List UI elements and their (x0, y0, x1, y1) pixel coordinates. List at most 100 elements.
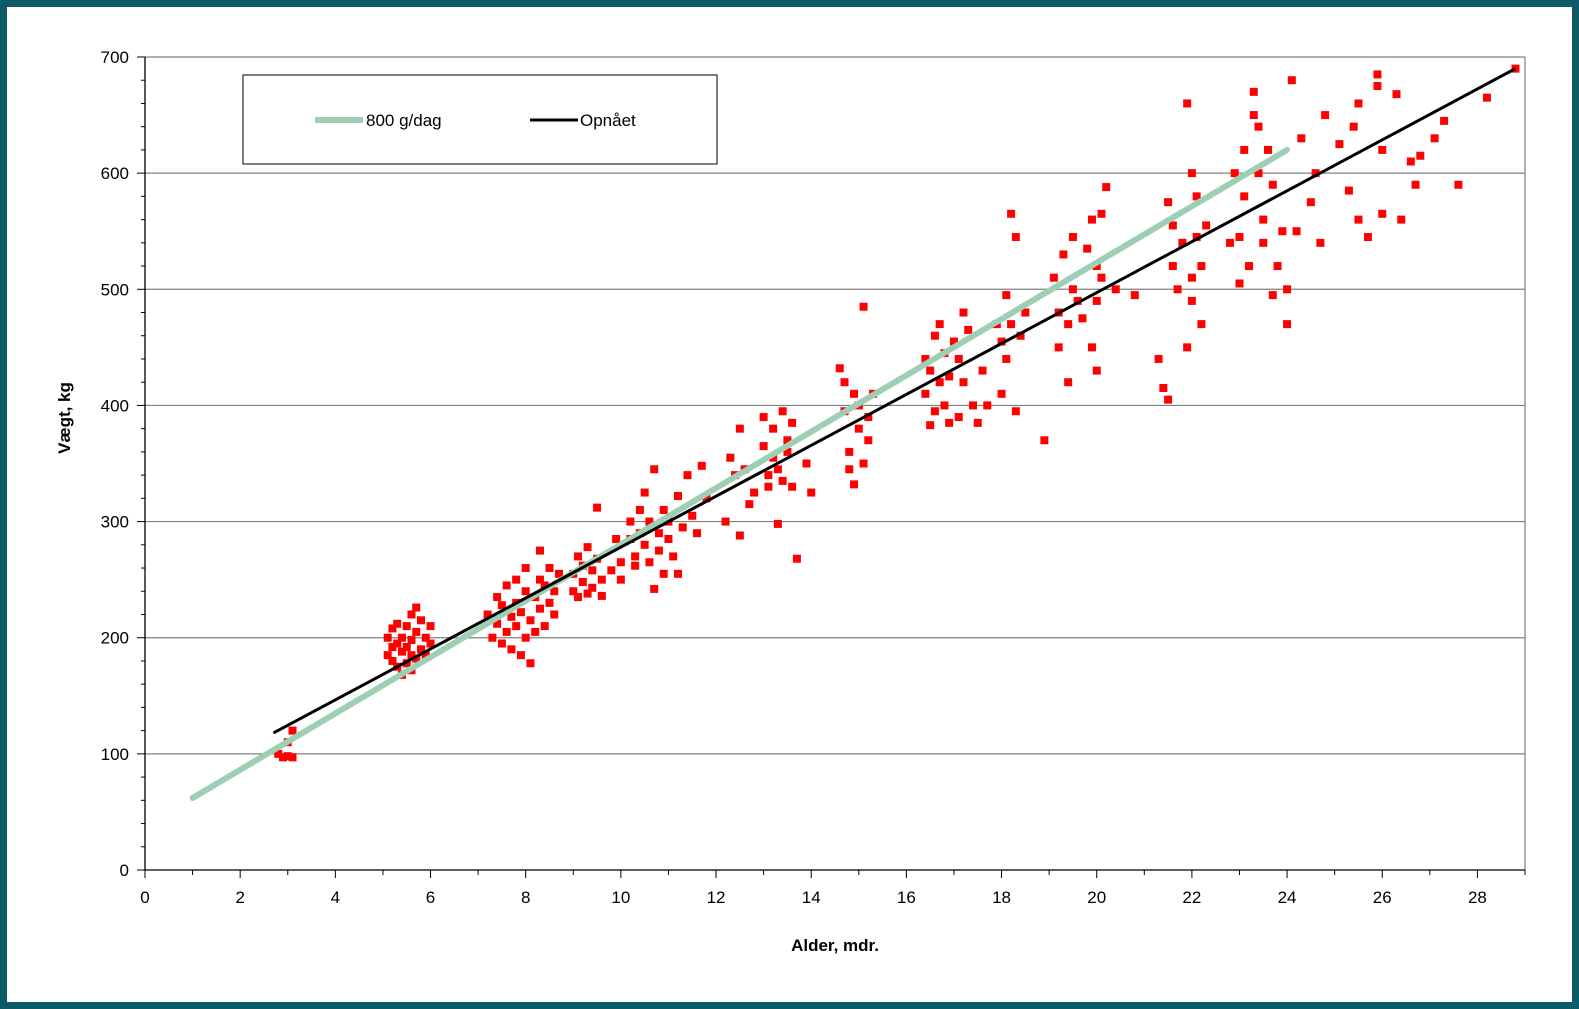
data-point (640, 488, 649, 497)
data-point (759, 413, 768, 422)
data-point (845, 447, 854, 456)
data-point (773, 519, 782, 528)
x-tick-label-18: 18 (992, 888, 1011, 907)
data-point (502, 627, 511, 636)
data-point (1164, 395, 1173, 404)
data-point (654, 529, 663, 538)
data-point (859, 459, 868, 468)
data-point (802, 459, 811, 468)
data-point (550, 610, 559, 619)
data-point (1354, 215, 1363, 224)
data-point (759, 442, 768, 451)
data-point (407, 636, 416, 645)
data-point (664, 534, 673, 543)
data-point (1482, 93, 1491, 102)
y-tick-label-500: 500 (101, 280, 129, 299)
data-point (402, 622, 411, 631)
data-point (959, 308, 968, 317)
data-point (1168, 262, 1177, 271)
data-point (1259, 215, 1268, 224)
data-point (626, 517, 635, 526)
data-point (412, 603, 421, 612)
data-point (502, 581, 511, 590)
data-point (783, 447, 792, 456)
data-point (512, 622, 521, 631)
x-tick-label-8: 8 (521, 888, 530, 907)
data-point (654, 546, 663, 555)
data-point (650, 465, 659, 474)
x-tick-label-16: 16 (897, 888, 916, 907)
data-point (845, 465, 854, 474)
data-point (1254, 169, 1263, 178)
data-point (1068, 233, 1077, 242)
data-point (1278, 227, 1287, 236)
data-point (773, 465, 782, 474)
data-point (854, 424, 863, 433)
data-point (1073, 296, 1082, 305)
data-point (1068, 285, 1077, 294)
data-point (840, 378, 849, 387)
data-point (1183, 99, 1192, 108)
data-point (516, 608, 525, 617)
data-point (612, 534, 621, 543)
data-point (1092, 296, 1101, 305)
data-point (750, 488, 759, 497)
data-point (283, 752, 292, 761)
data-point (1373, 70, 1382, 79)
y-axis-title: Vægt, kg (55, 382, 74, 454)
data-point (997, 337, 1006, 346)
data-point (493, 619, 502, 628)
legend-target-label: 800 g/dag (366, 111, 442, 130)
data-point (288, 753, 297, 762)
data-point (702, 494, 711, 503)
y-tick-label-700: 700 (101, 48, 129, 67)
data-point (597, 575, 606, 584)
data-point (545, 564, 554, 573)
data-point (507, 612, 516, 621)
data-point (583, 589, 592, 598)
data-point (1007, 209, 1016, 218)
data-point (1259, 238, 1268, 247)
data-point (1197, 262, 1206, 271)
data-point (726, 453, 735, 462)
data-point (631, 561, 640, 570)
data-point (1378, 145, 1387, 154)
data-point (417, 645, 425, 654)
data-point (669, 552, 678, 561)
data-point (1021, 308, 1030, 317)
data-point (693, 529, 701, 538)
data-point (778, 407, 787, 416)
data-point (659, 505, 668, 514)
x-tick-label-10: 10 (611, 888, 630, 907)
data-point (1264, 145, 1273, 154)
data-point (640, 540, 649, 549)
data-point (397, 633, 406, 642)
data-point (569, 587, 578, 596)
data-point (1192, 233, 1201, 242)
data-point (1411, 180, 1420, 189)
data-point (1311, 169, 1320, 178)
x-axis-title: Alder, mdr. (791, 936, 879, 955)
data-point (745, 500, 754, 509)
data-point (1111, 285, 1120, 294)
data-point (678, 523, 687, 532)
data-point (1249, 111, 1258, 120)
data-point (935, 320, 944, 329)
data-point (526, 659, 535, 668)
data-point (1002, 291, 1011, 300)
data-point (945, 418, 954, 427)
data-point (555, 569, 563, 578)
data-point (1392, 90, 1401, 99)
data-point (1187, 273, 1196, 282)
data-point (1378, 209, 1387, 218)
data-point (1049, 273, 1058, 282)
data-point (274, 749, 283, 758)
data-point (1235, 233, 1244, 242)
data-point (1178, 238, 1187, 247)
axes (137, 56, 1526, 878)
data-point (1268, 180, 1277, 189)
data-point (788, 482, 797, 491)
data-point (983, 401, 992, 410)
data-point (1292, 227, 1301, 236)
x-tick-label-2: 2 (235, 888, 244, 907)
